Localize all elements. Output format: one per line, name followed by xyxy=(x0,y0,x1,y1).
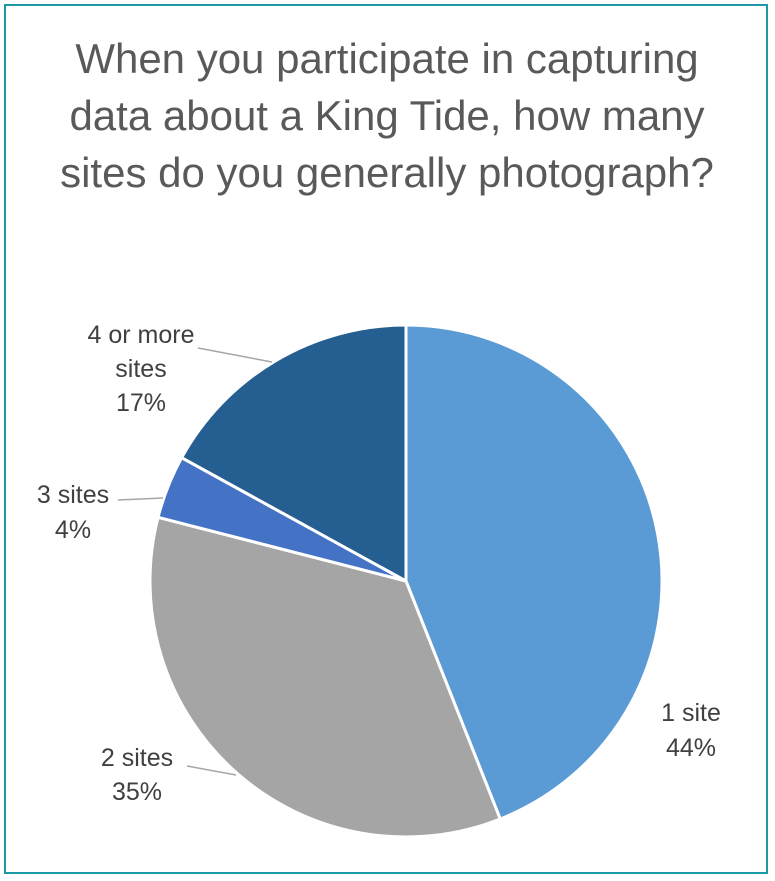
pie-slice-1-site xyxy=(404,323,664,821)
pie-slices xyxy=(148,323,664,839)
leader-line-4-or-more-sites xyxy=(197,347,273,363)
slice-value-3-sites: 4% xyxy=(55,516,91,544)
slice-value-4-or-more-sites: 17% xyxy=(116,389,166,417)
pie-slice-4-or-more-sites xyxy=(180,323,408,583)
slice-label-4-or-more-sites-line1: 4 or more xyxy=(88,321,195,349)
chart-title: When you participate in capturing data a… xyxy=(60,35,714,196)
slice-label-3-sites: 3 sites xyxy=(37,481,109,509)
slice-label-2-sites: 2 sites xyxy=(101,744,173,772)
slice-value-2-sites: 35% xyxy=(112,778,162,806)
slice-label-4-or-more-sites-line2: sites xyxy=(115,355,166,383)
slice-value-1-site: 44% xyxy=(666,734,716,762)
leader-line-2-sites xyxy=(186,765,237,776)
pie-slice-2-sites xyxy=(148,515,502,839)
leader-line-3-sites xyxy=(117,497,164,501)
leader-lines xyxy=(117,347,273,776)
slice-label-1-site: 1 site xyxy=(661,699,721,727)
